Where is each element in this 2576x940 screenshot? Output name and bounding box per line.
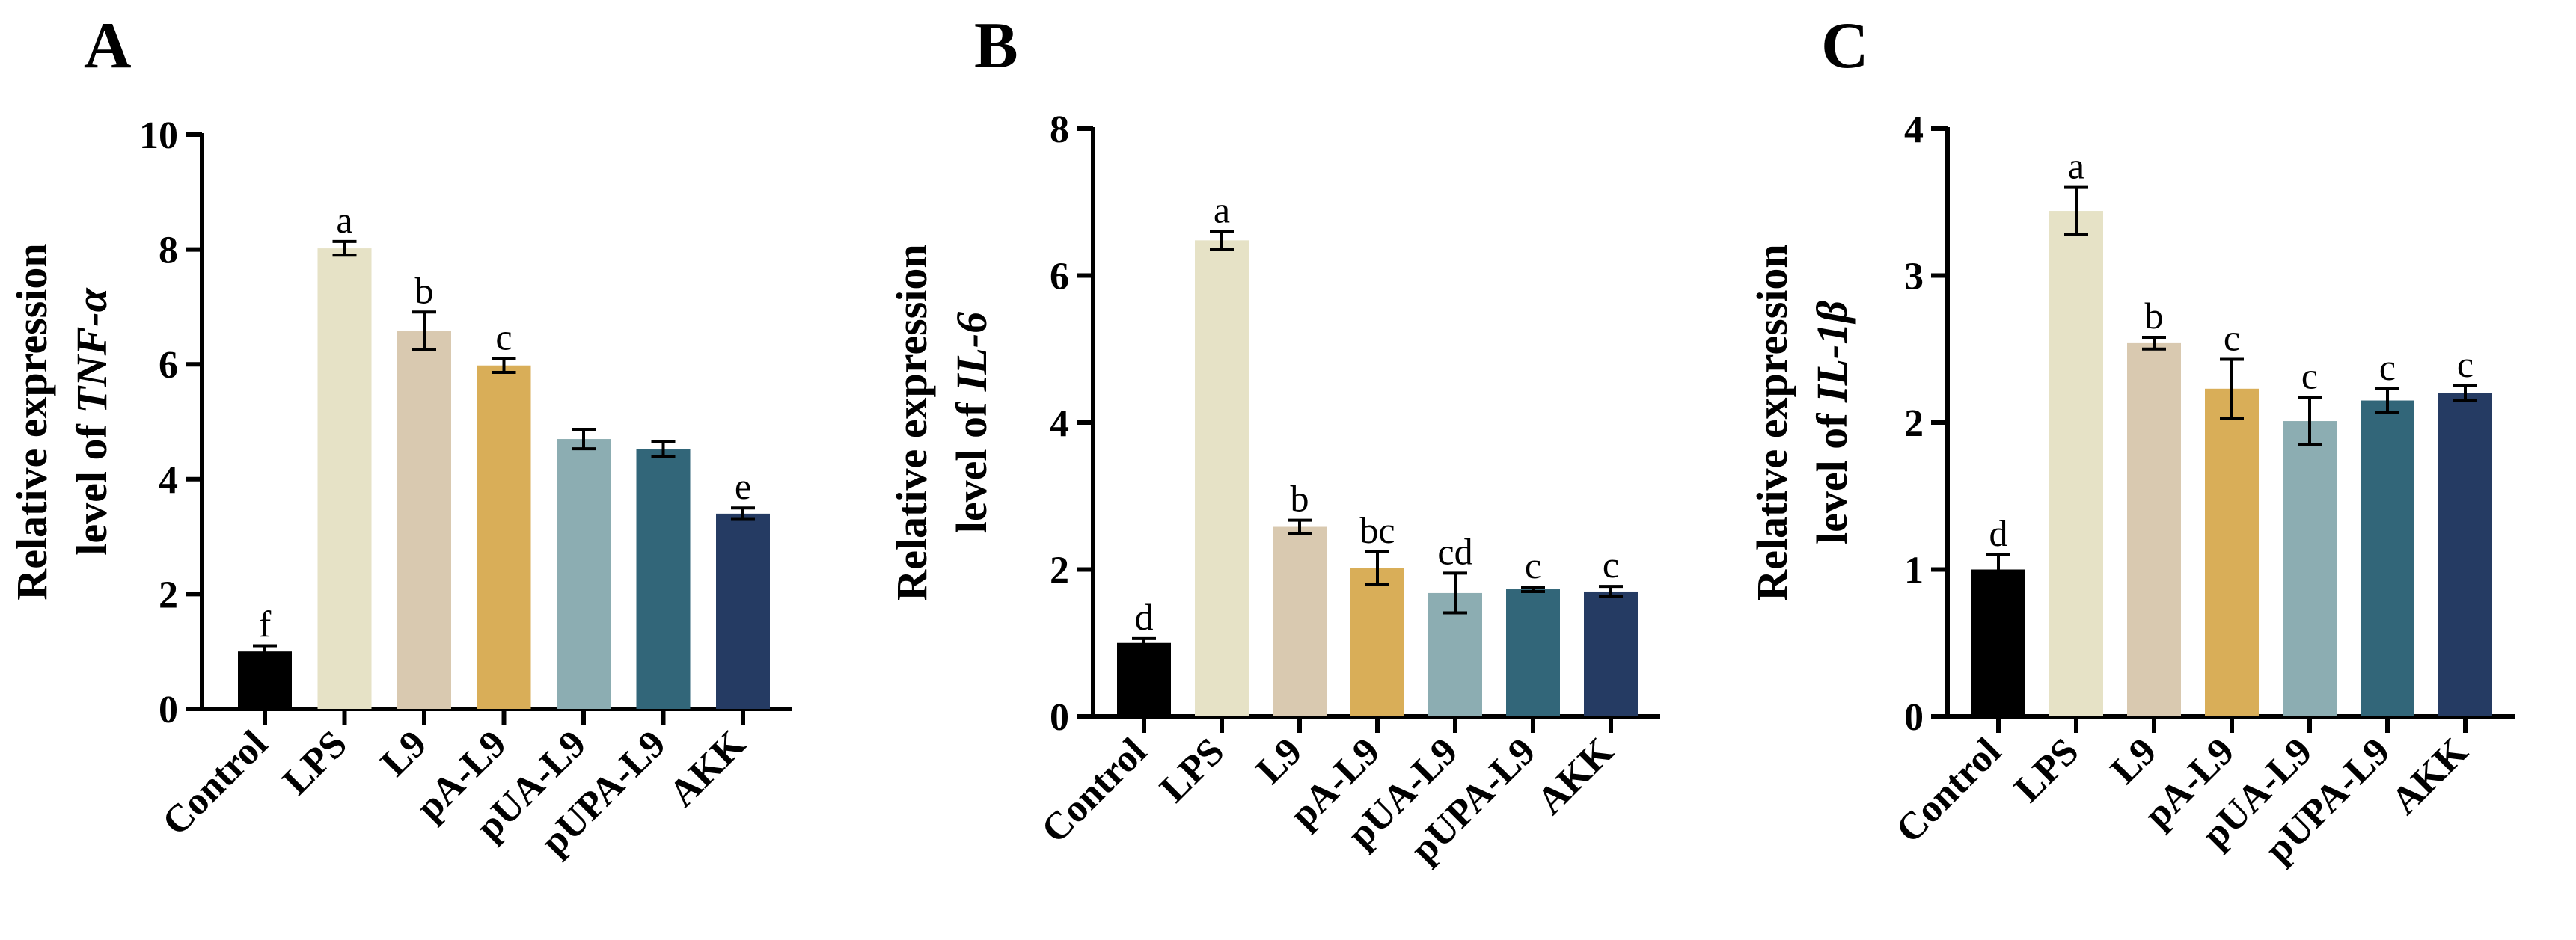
- bar-pUPA-L9: [636, 449, 691, 709]
- y-tick-label: 0: [1050, 696, 1069, 739]
- y-axis-title-line1: Relative expression: [1748, 244, 1796, 600]
- significance-letter: e: [735, 465, 751, 507]
- y-tick-label: 8: [159, 230, 178, 272]
- panel-label: B: [974, 10, 1018, 82]
- bar-Control: [1971, 569, 2025, 716]
- bar-pA-L9: [1350, 568, 1404, 716]
- bar-AKK: [1584, 591, 1638, 716]
- y-tick-label: 2: [1904, 402, 1924, 445]
- significance-letter: c: [495, 316, 512, 358]
- significance-letter: c: [1603, 544, 1619, 586]
- significance-letter: b: [415, 269, 434, 311]
- panel-label: C: [1821, 10, 1869, 82]
- significance-letter: c: [2379, 346, 2396, 388]
- y-axis-title-line1: Relative expression: [887, 244, 936, 600]
- significance-letter: b: [2145, 295, 2164, 337]
- y-tick-label: 0: [159, 689, 178, 731]
- significance-letter: bc: [1359, 509, 1395, 551]
- y-tick-label: 3: [1904, 256, 1924, 298]
- bar-LPS: [317, 248, 372, 710]
- significance-letter: d: [1989, 512, 2008, 554]
- y-tick-label: 2: [1050, 550, 1069, 592]
- panel-label: A: [84, 10, 132, 82]
- y-axis-title-line1: Relative expression: [7, 243, 56, 600]
- y-tick-label: 0: [1904, 696, 1924, 739]
- bar-L9: [1273, 526, 1327, 716]
- significance-letter: d: [1135, 596, 1154, 638]
- bar-Control: [1117, 642, 1171, 716]
- significance-letter: b: [1291, 478, 1309, 520]
- significance-letter: a: [336, 199, 352, 241]
- significance-letter: c: [1525, 544, 1541, 586]
- bar-L9: [2127, 342, 2181, 716]
- bar-AKK: [2438, 393, 2492, 716]
- y-tick-label: 4: [159, 459, 178, 502]
- panel-B: B Relative expression level of IL-6 0 2 4 6 8 d C…: [887, 10, 1660, 871]
- x-tick-label: LPS: [275, 722, 355, 803]
- y-axis-title-line2: level of TNF-α: [67, 287, 116, 555]
- bar-L9: [397, 331, 451, 709]
- x-tick-label: L9: [1248, 730, 1310, 792]
- bar-Control: [238, 651, 292, 709]
- y-tick-label: 10: [139, 114, 178, 157]
- x-tick-label: LPS: [1152, 730, 1233, 811]
- x-tick-label: AKK: [1529, 730, 1621, 823]
- significance-letter: a: [2068, 145, 2084, 187]
- bar-pA-L9: [477, 365, 531, 709]
- bar-pUPA-L9: [1506, 589, 1560, 716]
- bar-AKK: [716, 513, 770, 709]
- y-tick-label: 8: [1050, 108, 1069, 151]
- x-tick-label: AKK: [2383, 730, 2476, 823]
- x-tick-label: LPS: [2007, 730, 2087, 811]
- panel-C: C Relative expression level of IL-1β 0 1 2 3 4 d…: [1748, 10, 2515, 871]
- significance-letter: a: [1214, 189, 1230, 231]
- y-tick-label: 6: [159, 344, 178, 387]
- y-tick-label: 1: [1904, 550, 1924, 592]
- bar-pA-L9: [2205, 388, 2259, 716]
- significance-letter: c: [2457, 343, 2473, 385]
- y-tick-label: 4: [1050, 402, 1069, 445]
- x-tick-label: Control: [154, 722, 275, 844]
- y-tick-label: 2: [159, 574, 178, 616]
- y-tick-label: 4: [1904, 108, 1924, 151]
- bar-pUPA-L9: [2361, 400, 2414, 716]
- x-tick-label: Control: [1888, 730, 2009, 851]
- significance-letter: c: [2301, 355, 2318, 397]
- bar-pUA-L9: [557, 439, 611, 709]
- significance-letter: cd: [1437, 530, 1472, 572]
- significance-letter: f: [259, 603, 272, 645]
- significance-letter: c: [2224, 317, 2240, 359]
- x-tick-label: L9: [373, 722, 435, 784]
- x-tick-label: L9: [2102, 730, 2164, 792]
- x-tick-label: Control: [1033, 730, 1154, 851]
- y-tick-label: 6: [1050, 256, 1069, 298]
- y-axis-title-line2: level of IL-1β: [1808, 301, 1856, 544]
- x-tick-label: AKK: [661, 722, 753, 815]
- bar-LPS: [2049, 211, 2103, 716]
- panel-A: A Relative expression level of TNF-α 0 2 4 6 8 1…: [7, 10, 792, 864]
- bar-LPS: [1195, 240, 1249, 717]
- bar-pUA-L9: [2283, 421, 2337, 716]
- y-axis-title-line2: level of IL-6: [947, 312, 996, 533]
